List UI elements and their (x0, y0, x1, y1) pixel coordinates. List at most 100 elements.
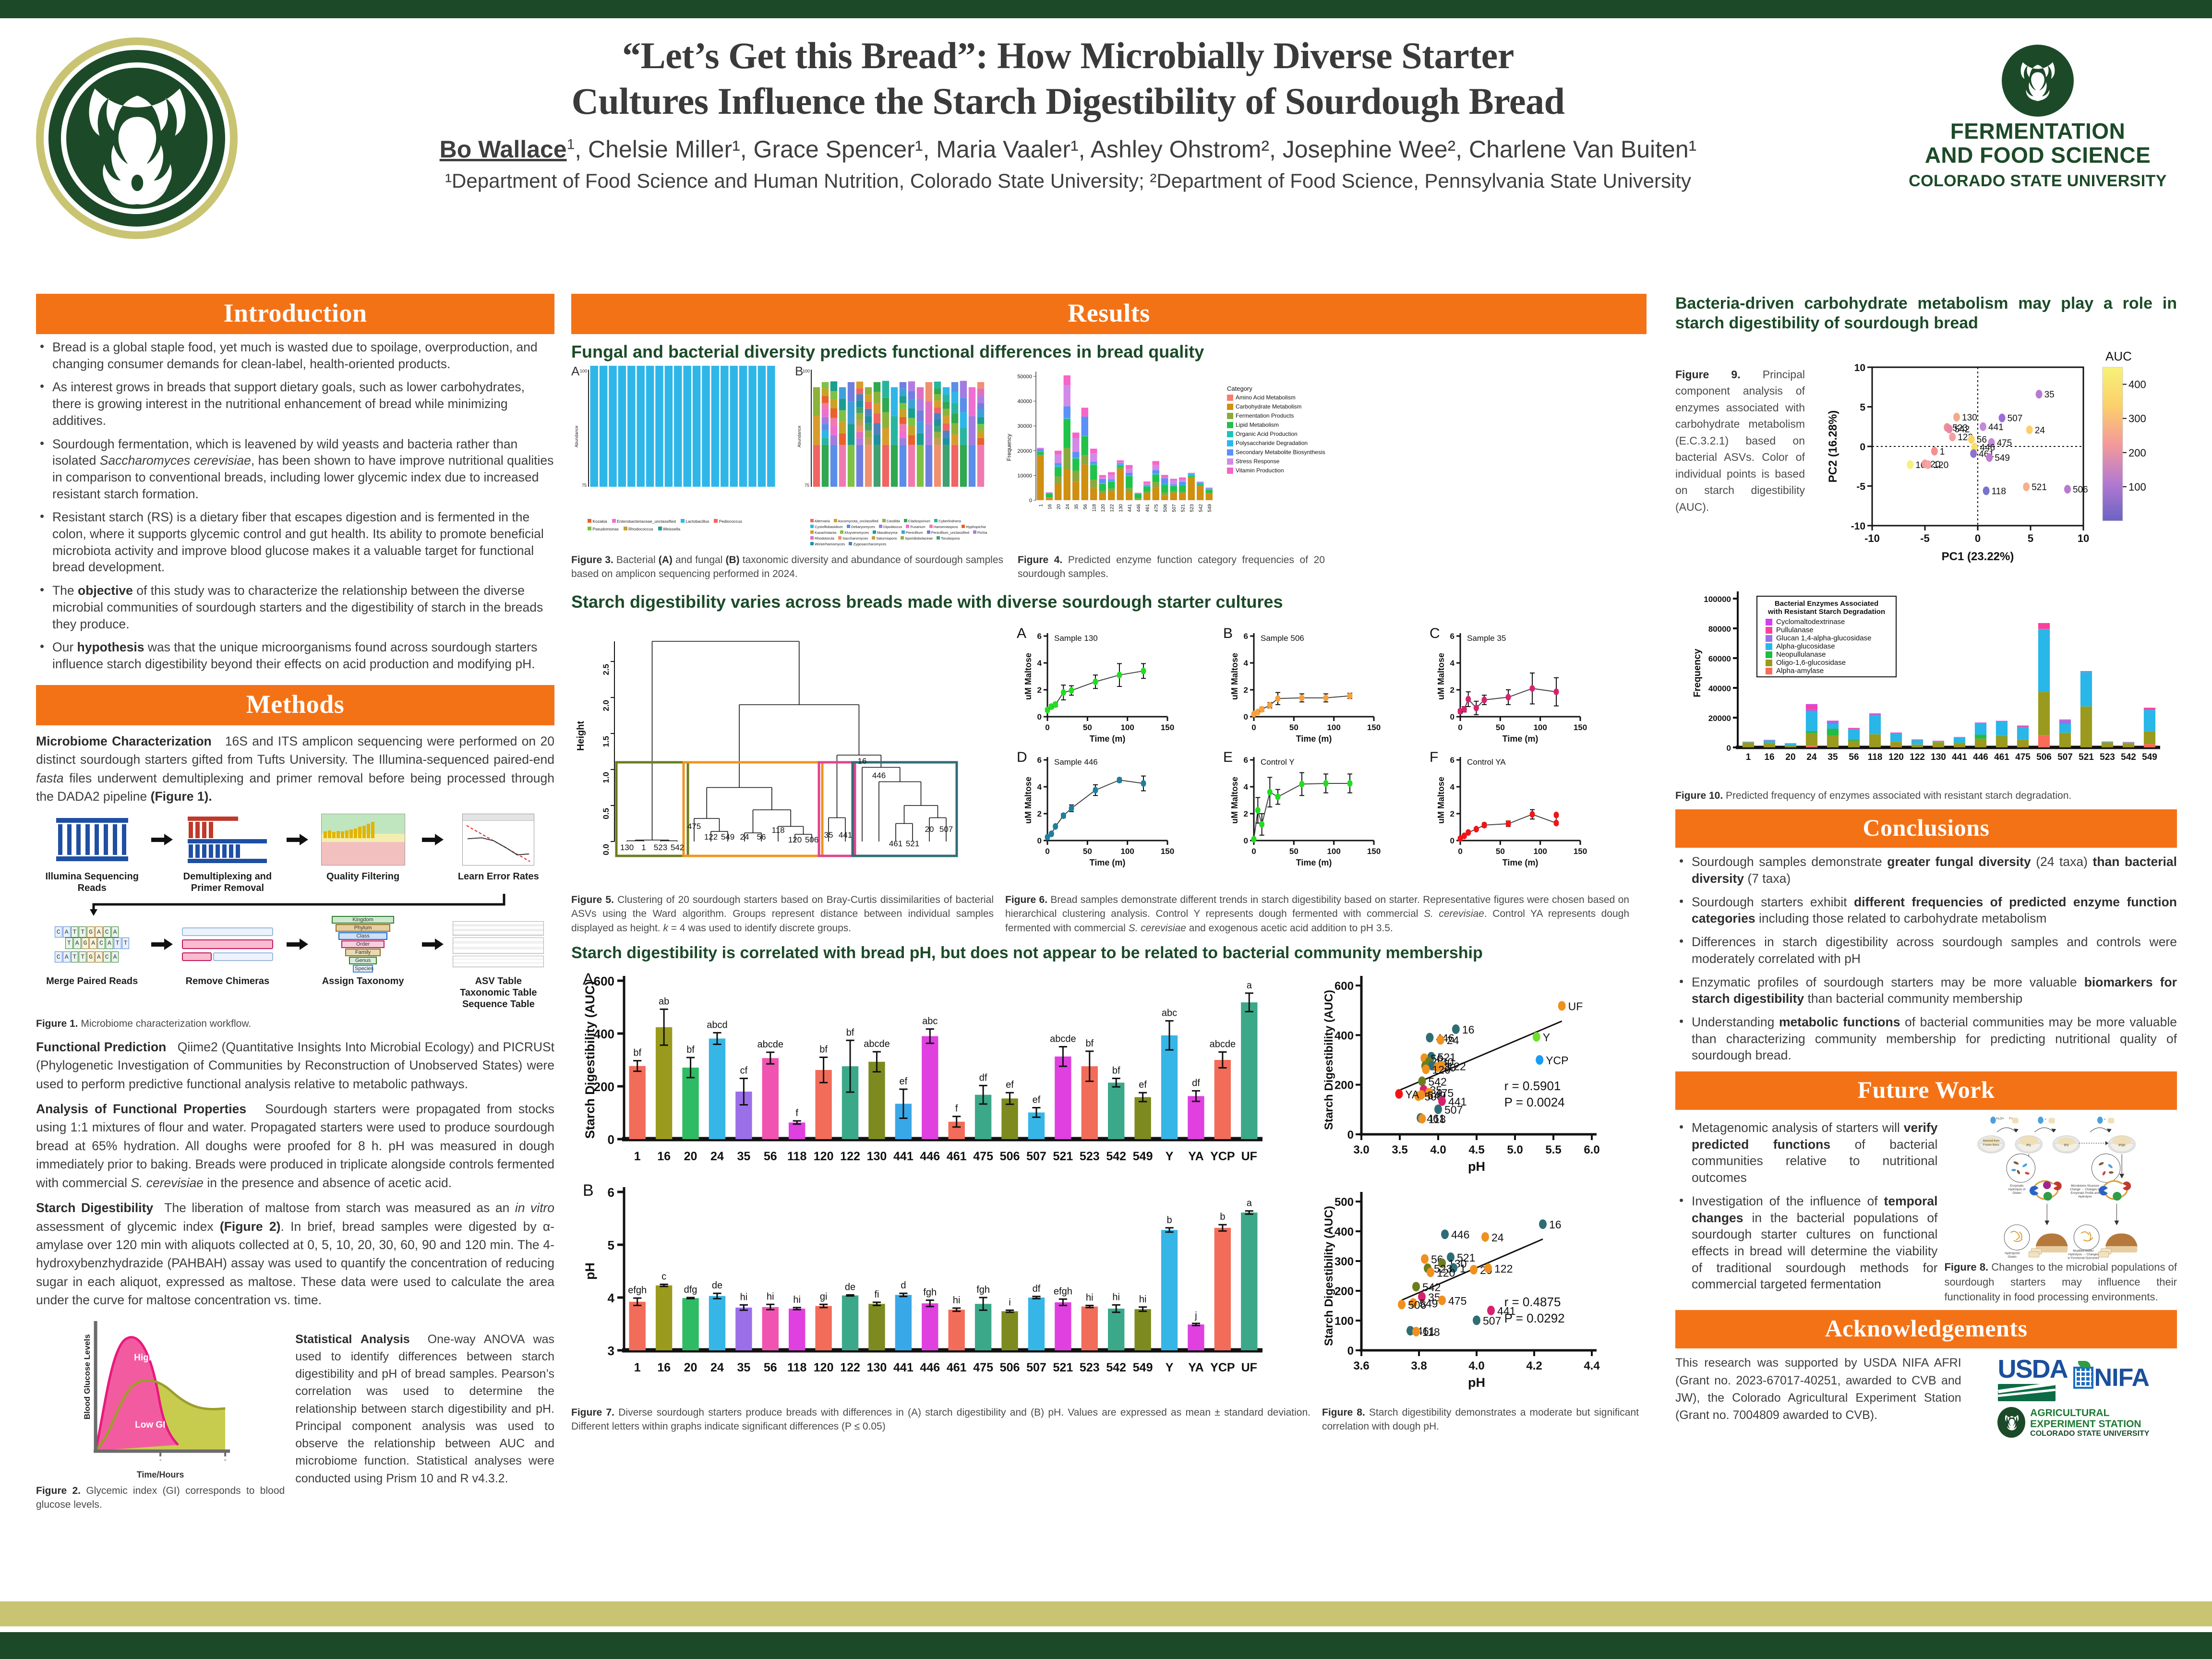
tax-level: Species (353, 965, 373, 973)
svg-text:+: + (2104, 1118, 2106, 1121)
gi-xaxis-label: Time/Hours (136, 1469, 184, 1479)
figure-2-and-stats: High GI Low GI 1 2 Blood Glucose Levels … (36, 1316, 554, 1512)
svg-text:30000: 30000 (1017, 423, 1032, 429)
svg-text:-10: -10 (1851, 521, 1865, 532)
list-item: Metagenomic analysis of starters will ve… (1675, 1118, 1937, 1186)
svg-text:441: 441 (1448, 1095, 1467, 1108)
svg-text:5.5: 5.5 (1545, 1143, 1561, 1156)
list-item: Sourdough fermentation, which is leavene… (36, 435, 554, 503)
svg-text:c: c (661, 1271, 666, 1282)
figure-6: A 0 2 4 6 0 50 100 150 Time (m) uM Maltose Sample 1… (1003, 616, 1637, 887)
figure-2-caption-text: Glycemic index (GI) corresponds to blood… (36, 1485, 285, 1511)
figure-3-4-row: A 100 75 Abundance Kozakia Enterobacteri… (571, 18, 1647, 546)
svg-text:475: 475 (687, 822, 701, 831)
svg-text:1: 1 (1460, 1262, 1466, 1274)
svg-text:Frozen Stock: Frozen Stock (1983, 1143, 1999, 1146)
svg-text:35: 35 (1074, 504, 1079, 510)
svg-text:uM Maltose: uM Maltose (1023, 777, 1033, 824)
svg-text:YA: YA (1405, 1088, 1419, 1101)
svg-text:de: de (712, 1280, 722, 1291)
section-header-acknowledgements: Acknowledgements (1675, 1310, 2177, 1349)
svg-text:521: 521 (906, 839, 919, 848)
svg-text:3: 3 (608, 1344, 614, 1358)
svg-text:bf: bf (1085, 1038, 1094, 1049)
svg-text:dfg: dfg (684, 1285, 697, 1295)
error-rate-plot-icon (443, 811, 554, 868)
figure-8-caption-bold: Figure 8. (1322, 1407, 1365, 1418)
svg-text:521: 521 (1457, 1251, 1475, 1264)
svg-text:549: 549 (721, 832, 734, 842)
svg-text:441: 441 (1497, 1305, 1515, 1317)
svg-text:475: 475 (1435, 1087, 1454, 1099)
svg-text:in Functional Outcomes: in Functional Outcomes (2068, 1256, 2099, 1260)
svg-text:E: E (1223, 749, 1233, 765)
svg-text:Starch Digestibility (AUC): Starch Digestibility (AUC) (583, 981, 597, 1139)
svg-text:35: 35 (2044, 390, 2055, 400)
svg-text:441: 441 (1988, 422, 2004, 433)
svg-text:542: 542 (671, 843, 684, 852)
svg-text:16: 16 (657, 1361, 671, 1374)
svg-text:150: 150 (1574, 723, 1587, 732)
svg-text:Gluten: Gluten (2008, 1255, 2017, 1259)
legend-item: Sporidiobolaceae (901, 536, 933, 541)
svg-text:+: + (2045, 1118, 2047, 1121)
legend-item: Enterobacteriaceae_unclassified (612, 519, 676, 524)
brand-line-2: AND FOOD SCIENCE (1924, 142, 2151, 168)
figure-3a: A 100 75 Abundance Kozakia Enterobacteri… (571, 18, 778, 531)
workflow-step-illumina: Illumina Sequencing Reads (36, 811, 148, 894)
svg-text:2: 2 (1450, 685, 1455, 695)
dna-reads-icon (36, 811, 148, 868)
svg-text:hi: hi (767, 1291, 774, 1302)
legend-item: Maudiozyma (873, 530, 898, 535)
svg-text:YCP: YCP (1546, 1054, 1568, 1067)
svg-text:bf: bf (846, 1027, 854, 1038)
figure-10-caption-bold: Figure 10. (1675, 790, 1723, 801)
svg-text:4: 4 (1450, 782, 1455, 792)
svg-text:521: 521 (1053, 1361, 1073, 1374)
figure-5-6-captions: Figure 5. Clustering of 20 sourdough sta… (571, 889, 1647, 935)
svg-text:Hydrolysis: Hydrolysis (2079, 1195, 2092, 1198)
methods-stats-text: One-way ANOVA was used to identify diffe… (295, 1332, 554, 1485)
svg-text:abcde: abcde (1050, 1034, 1076, 1044)
svg-text:200: 200 (1334, 1079, 1354, 1092)
legend-item: Torulaspora (937, 536, 960, 541)
svg-text:df: df (1033, 1284, 1041, 1294)
svg-text:F: F (1430, 749, 1438, 765)
svg-text:24: 24 (710, 1150, 724, 1163)
svg-text:0: 0 (1045, 847, 1049, 856)
svg-text:100: 100 (1120, 847, 1134, 856)
svg-text:1.5: 1.5 (601, 736, 611, 747)
svg-text:UF: UF (1241, 1150, 1257, 1163)
svg-text:Microbiome Structure: Microbiome Structure (2071, 1184, 2100, 1188)
legend-item: Debaryomyces (846, 525, 875, 529)
workflow-step-label: Remove Chimeras (185, 976, 270, 987)
svg-text:cf: cf (740, 1065, 748, 1076)
svg-text:475: 475 (1154, 504, 1159, 512)
legend-item: Saturnispora (872, 536, 897, 541)
title-block: “Let’s Get this Bread”: How Microbially … (269, 33, 1867, 192)
svg-text:100: 100 (1334, 1315, 1354, 1328)
svg-text:i: i (1009, 1297, 1010, 1308)
svg-text:50: 50 (1289, 723, 1298, 732)
svg-text:542: 542 (1198, 504, 1203, 512)
svg-text:461: 461 (1145, 504, 1150, 512)
figure-1-caption: Figure 1. Microbiome characterization wo… (36, 1017, 554, 1031)
svg-text:1: 1 (1038, 504, 1044, 507)
legend-item: Alternaria (810, 519, 830, 523)
svg-text:446: 446 (1451, 1228, 1469, 1241)
svg-text:b: b (1166, 1215, 1172, 1226)
svg-text:Lipid Metabolism: Lipid Metabolism (1236, 421, 1279, 428)
remove-chimeras-icon (171, 916, 283, 973)
svg-text:16: 16 (657, 1150, 671, 1163)
svg-text:0: 0 (1347, 1129, 1354, 1142)
csu-ram-small-icon (2002, 45, 2074, 117)
svg-text:521: 521 (2032, 482, 2047, 493)
svg-text:1.0: 1.0 (601, 772, 611, 783)
svg-text:uM Maltose: uM Maltose (1023, 653, 1033, 700)
svg-text:2: 2 (1037, 809, 1042, 818)
top-green-bar (0, 0, 2212, 18)
svg-text:1: 1 (641, 843, 646, 852)
